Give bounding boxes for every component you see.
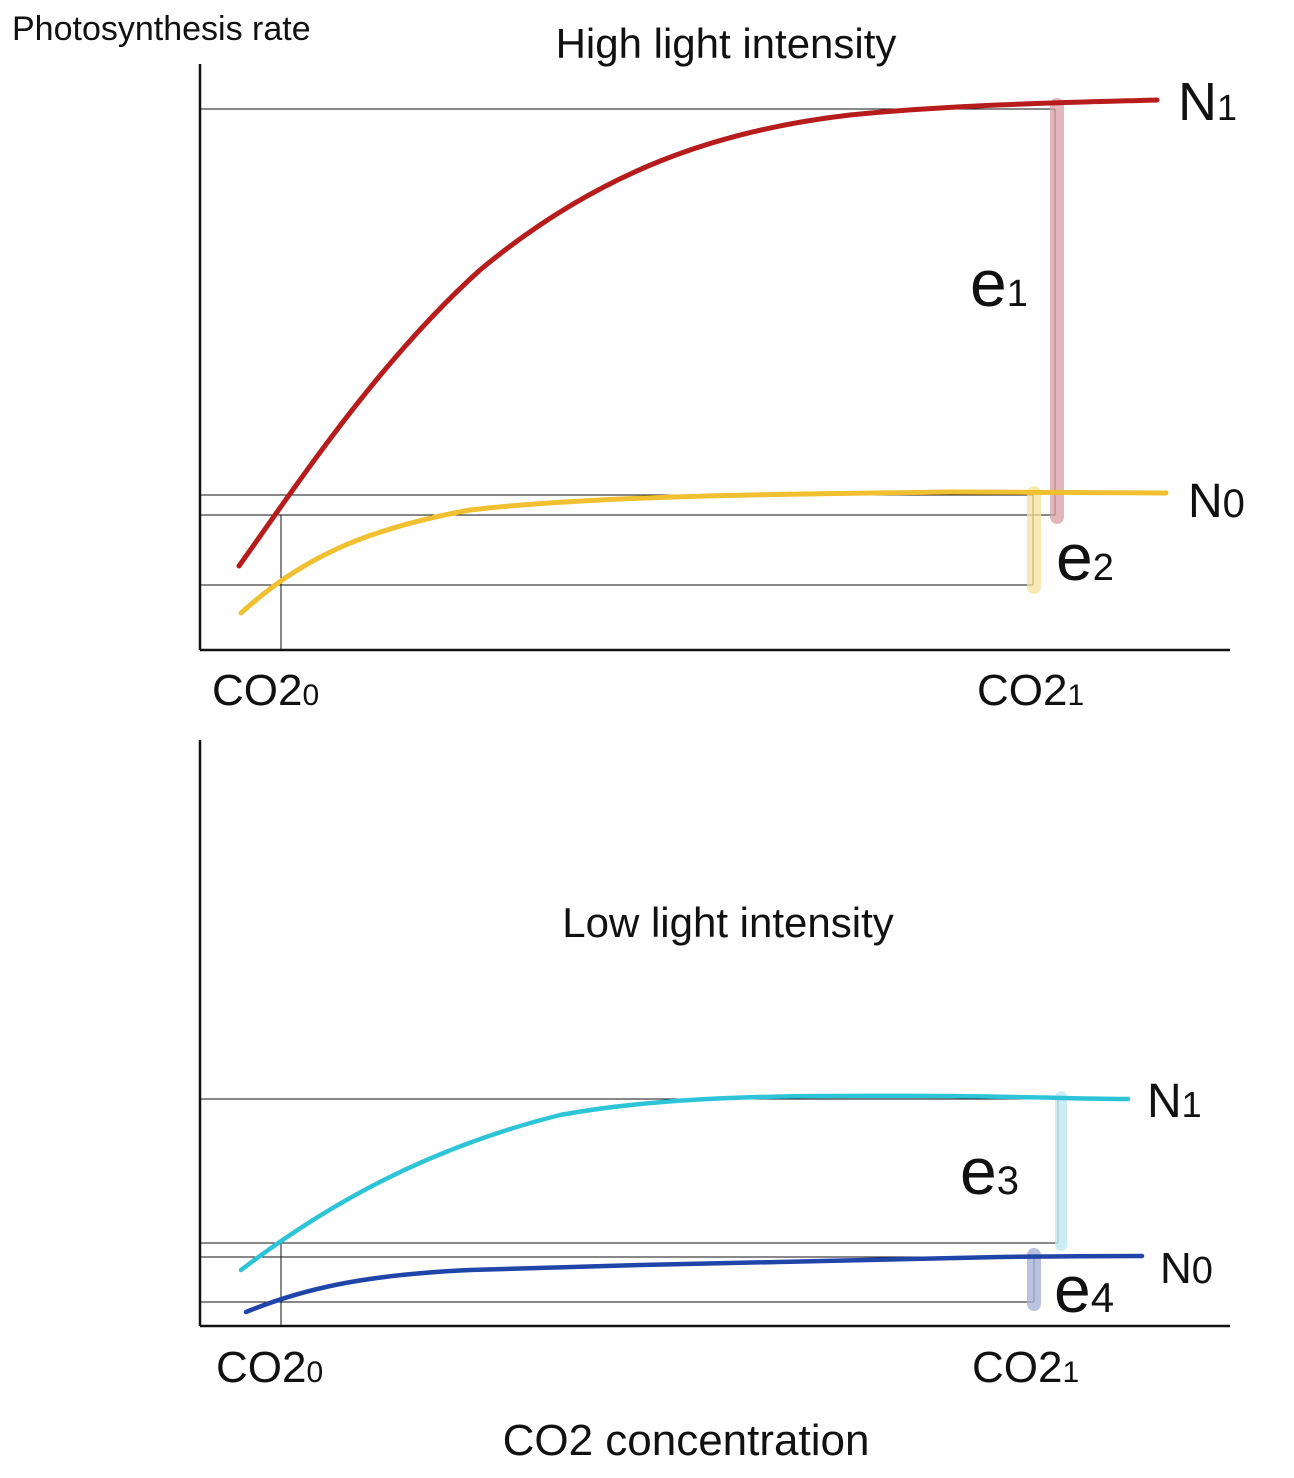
curve-label-n1-high: N1 (1178, 72, 1237, 132)
curve-label-n0-low: N0 (1160, 1244, 1213, 1293)
panel-high-light: High light intensity N1 N0 e1 e2 CO20 CO… (198, 20, 1245, 715)
panel-title-low: Low light intensity (562, 899, 894, 946)
x-tick-co2-1-high: CO21 (977, 666, 1084, 715)
curve-label-n0-high: N0 (1188, 475, 1245, 528)
reference-lines-top (200, 108, 1056, 650)
effect-label-e3: e3 (960, 1134, 1019, 1208)
effect-label-e4: e4 (1054, 1252, 1114, 1326)
x-axis-label: CO2 concentration (503, 1416, 870, 1465)
panel-title-high: High light intensity (556, 20, 897, 67)
curve-label-n1-low: N1 (1147, 1075, 1202, 1128)
effect-label-e2: e2 (1056, 520, 1114, 594)
curve-n1-low (238, 1093, 1131, 1273)
x-tick-co2-0-low: CO20 (216, 1343, 323, 1392)
x-tick-co2-0-high: CO20 (212, 666, 319, 715)
x-tick-co2-1-low: CO21 (972, 1343, 1079, 1392)
curve-n0-high (238, 489, 1169, 616)
panel-low-light: Low light intensity N1 N0 e3 e4 CO20 CO2… (198, 740, 1230, 1392)
curve-n0-low (243, 1253, 1145, 1315)
curve-n1-high (236, 97, 1160, 569)
effect-label-e1: e1 (970, 246, 1028, 320)
y-axis-label: Photosynthesis rate (12, 10, 311, 48)
